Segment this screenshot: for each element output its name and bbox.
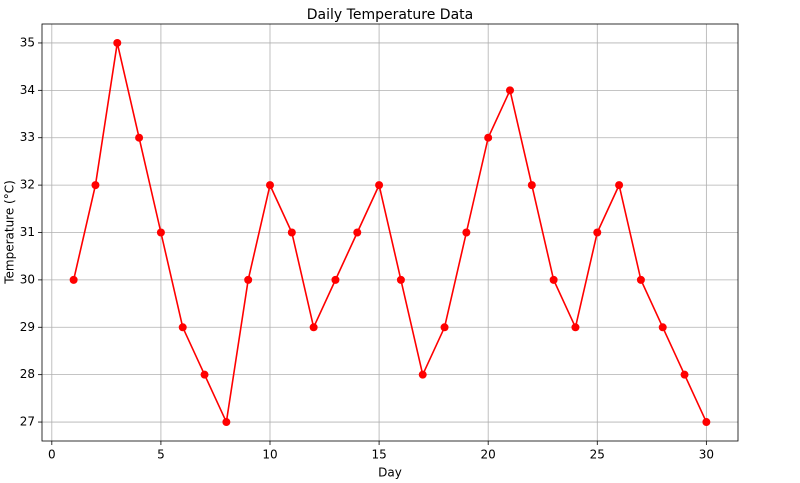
data-point bbox=[571, 323, 580, 332]
data-point bbox=[331, 275, 340, 284]
data-point bbox=[702, 418, 711, 427]
data-point bbox=[266, 181, 274, 190]
y-axis-label: Temperature (°C) bbox=[3, 180, 17, 285]
data-point bbox=[287, 228, 296, 237]
data-point bbox=[178, 323, 187, 332]
y-tick-label: 35 bbox=[20, 35, 35, 49]
x-tick-label: 25 bbox=[590, 448, 605, 462]
data-point bbox=[506, 86, 514, 95]
data-point bbox=[484, 133, 493, 142]
data-point bbox=[244, 275, 253, 284]
data-point bbox=[462, 228, 471, 237]
x-tick-label: 10 bbox=[262, 448, 277, 462]
series-line bbox=[72, 42, 708, 425]
data-point bbox=[680, 370, 689, 379]
y-tick-label: 29 bbox=[20, 320, 35, 334]
y-tick-label: 32 bbox=[20, 178, 35, 192]
y-tick-label: 30 bbox=[20, 272, 35, 286]
x-axis-label: Day bbox=[378, 466, 402, 480]
x-tick-label: 30 bbox=[699, 448, 714, 462]
data-point bbox=[396, 275, 405, 284]
chart-title: Daily Temperature Data bbox=[307, 7, 473, 23]
data-point bbox=[375, 181, 384, 190]
data-point bbox=[222, 418, 231, 427]
y-tick-label: 34 bbox=[20, 83, 35, 97]
data-point bbox=[113, 38, 122, 47]
x-tick-label: 15 bbox=[371, 448, 386, 462]
data-point bbox=[200, 370, 209, 379]
y-tick-label: 31 bbox=[20, 225, 35, 239]
data-point bbox=[658, 323, 667, 332]
data-point bbox=[593, 228, 602, 237]
data-point bbox=[527, 181, 536, 190]
data-point bbox=[156, 228, 165, 237]
data-point bbox=[615, 181, 624, 190]
data-point bbox=[549, 275, 558, 284]
plot bbox=[69, 38, 711, 427]
data-point bbox=[353, 228, 362, 237]
data-point bbox=[418, 370, 427, 379]
data-point bbox=[91, 181, 100, 190]
x-tick-label: 5 bbox=[157, 448, 165, 462]
data-point bbox=[135, 133, 144, 142]
x-tick-label: 0 bbox=[48, 448, 56, 462]
data-point bbox=[69, 275, 78, 284]
y-tick-label: 28 bbox=[20, 367, 35, 381]
y-tick-label: 33 bbox=[20, 130, 35, 144]
data-point bbox=[636, 275, 645, 284]
x-tick-label: 20 bbox=[481, 448, 496, 462]
y-tick-label: 27 bbox=[20, 415, 35, 429]
data-point bbox=[440, 323, 449, 332]
data-point bbox=[309, 323, 318, 332]
